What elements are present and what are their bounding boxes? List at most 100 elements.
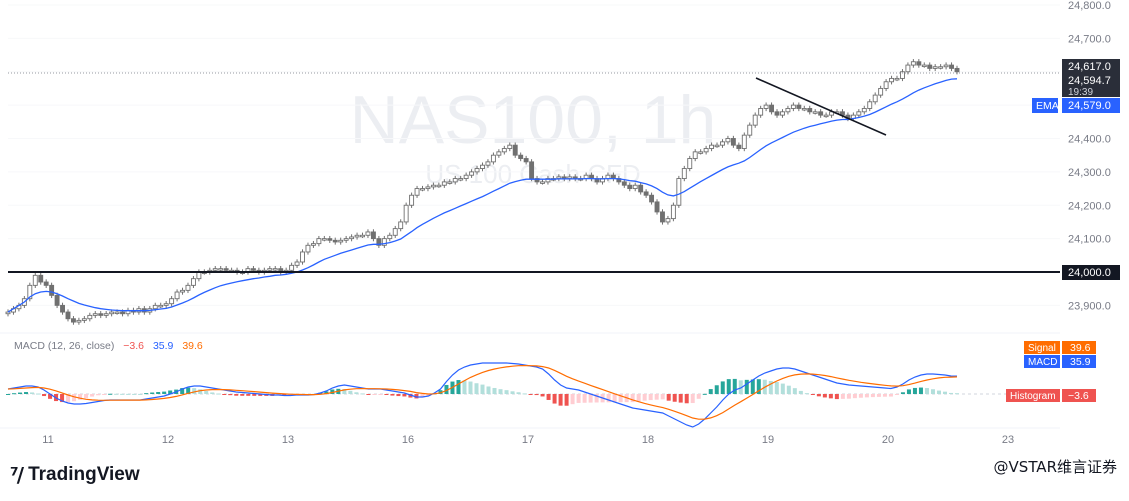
candle-body	[900, 71, 905, 79]
histogram-bar	[702, 393, 707, 395]
candle-body	[529, 161, 535, 180]
histogram-bar	[108, 393, 113, 395]
candle-body	[272, 268, 278, 271]
histogram-bar	[390, 394, 395, 396]
histogram-bar	[906, 389, 911, 394]
watermark-symbol: NAS100, 1h	[350, 82, 717, 158]
candle-body	[174, 291, 180, 300]
histogram-bar	[696, 394, 701, 399]
histogram-bar	[234, 394, 239, 396]
macd-legend[interactable]: MACD (12, 26, close) −3.6 35.9 39.6	[14, 340, 203, 352]
histogram-bar	[462, 380, 467, 394]
histogram-bar	[228, 394, 233, 396]
candle-body	[932, 66, 938, 69]
time-tick-label: 13	[282, 434, 294, 446]
candle-body	[523, 158, 529, 163]
candle-body	[310, 243, 316, 246]
candle-body	[480, 164, 485, 169]
candle-body	[938, 66, 944, 69]
time-axis[interactable]: 11 12 13 16 17 18 19 20 23	[42, 434, 1014, 446]
candle-body	[703, 148, 709, 153]
tradingview-logo[interactable]: ⁷/ TradingView	[10, 463, 140, 487]
price-tick-label: 23,900.0	[1068, 300, 1111, 312]
candle-body	[185, 284, 191, 291]
histogram-bar	[222, 394, 227, 395]
time-tick-label: 18	[642, 434, 654, 446]
macd-tag-value: 35.9	[1070, 356, 1091, 368]
histogram-bar	[78, 394, 83, 400]
signal-tag-label: Signal	[1028, 343, 1056, 354]
histogram-bar	[606, 394, 611, 403]
histogram-bar	[834, 394, 839, 400]
histogram-bar	[894, 394, 899, 395]
price-tick-label: 24,100.0	[1068, 234, 1111, 246]
candle-body	[627, 184, 633, 190]
candle-body	[103, 313, 109, 316]
histogram-bar	[582, 394, 587, 403]
candle-body	[98, 313, 104, 316]
histogram-bar	[510, 391, 515, 394]
candle-body	[92, 313, 98, 316]
candle-body	[321, 238, 327, 241]
level-tag: 24,000.0	[1062, 265, 1120, 280]
price-tick-label: 24,400.0	[1068, 134, 1111, 146]
histogram-bar	[324, 391, 329, 394]
candle-body	[758, 108, 764, 116]
histogram-bar	[720, 381, 725, 394]
candle-body	[447, 181, 453, 184]
histogram-bar	[216, 393, 221, 395]
candle-body	[294, 261, 300, 266]
candle-body	[458, 178, 464, 181]
trendline[interactable]	[755, 77, 887, 136]
ema-tag-value: 24,579.0	[1068, 100, 1111, 112]
candle-body	[943, 64, 949, 68]
histogram-bar	[534, 394, 539, 396]
candle-body	[507, 144, 513, 149]
histogram-bar	[150, 392, 155, 394]
candle-body	[725, 138, 731, 143]
histogram-bar	[192, 388, 197, 394]
ema-line	[7, 78, 958, 313]
histogram-bar	[330, 389, 335, 394]
candle-body	[474, 168, 480, 173]
histogram-bar	[348, 390, 353, 394]
candle-body	[670, 204, 676, 220]
histogram-bar	[900, 392, 905, 394]
histogram-bar	[126, 393, 131, 395]
candle-body	[370, 231, 376, 240]
histogram-bar	[444, 384, 449, 394]
candle-body	[463, 174, 469, 179]
candle-body	[883, 81, 889, 89]
histogram-bar	[672, 394, 677, 402]
candle-body	[327, 238, 333, 241]
macd-line	[7, 362, 958, 428]
histogram-bar	[378, 394, 383, 395]
histogram-bar	[822, 394, 827, 398]
histogram-bar	[546, 394, 551, 400]
histogram-bar	[756, 379, 761, 394]
candle-body	[763, 104, 769, 109]
histogram-bar	[252, 394, 257, 396]
candle-body	[709, 144, 715, 149]
candle-body	[692, 151, 698, 159]
candle-body	[518, 154, 524, 159]
histogram-bar	[504, 390, 509, 394]
candle-body	[180, 289, 185, 293]
candle-body	[790, 104, 796, 109]
candle-body	[316, 238, 322, 245]
candle-body	[250, 268, 256, 271]
candle-body	[436, 184, 442, 188]
candle-body	[398, 221, 404, 230]
candle-body	[796, 104, 802, 109]
macd-signal-value: 39.6	[182, 340, 203, 352]
histogram-bar	[798, 390, 803, 394]
candle-body	[714, 144, 720, 148]
histogram-bar	[648, 394, 653, 401]
histogram-bar	[870, 394, 875, 398]
histogram-bar	[936, 390, 941, 394]
candle-body	[921, 64, 927, 68]
histogram-bar	[888, 394, 893, 397]
time-tick-label: 23	[1002, 434, 1014, 446]
histogram-tag-label: Histogram	[1010, 391, 1056, 402]
histogram-bar	[738, 380, 743, 394]
